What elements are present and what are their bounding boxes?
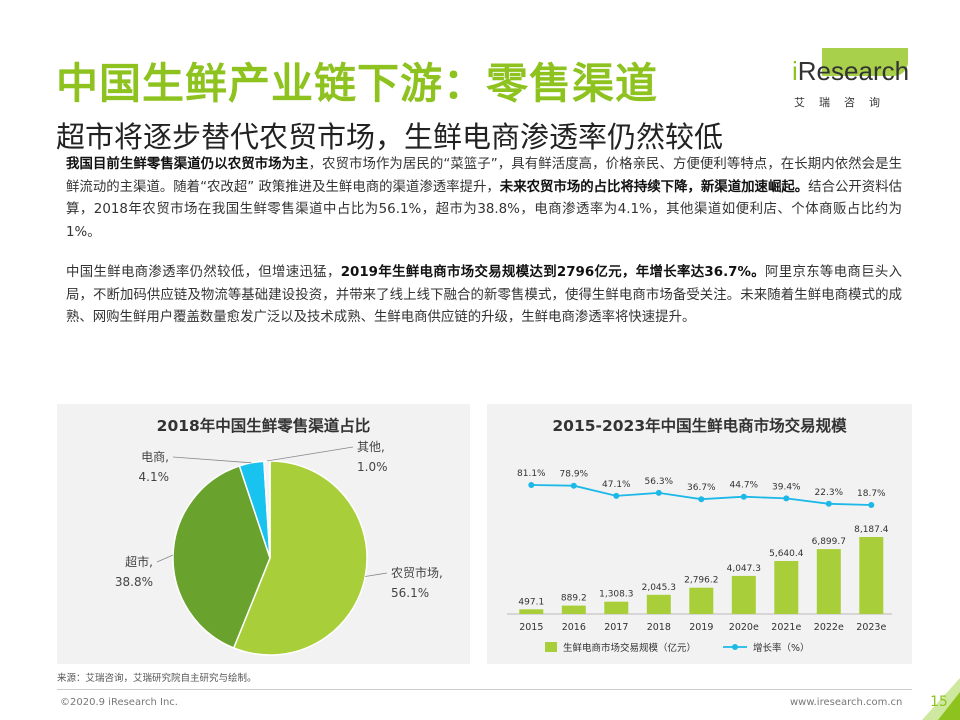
page-number: 15 xyxy=(930,694,948,710)
pie-leader-3 xyxy=(266,446,354,462)
growth-label-2015: 81.1% xyxy=(517,469,546,479)
x-tick-2023e: 2023e xyxy=(856,622,886,633)
legend-bar-label: 生鲜电商市场交易规模（亿元） xyxy=(563,642,696,654)
bar-chart-title: 2015-2023年中国生鲜电商市场交易规模 xyxy=(552,417,847,435)
bar-2022e xyxy=(816,549,841,614)
logo-wordmark: iResearch xyxy=(792,56,909,87)
bar-chart-panel: 2015-2023年中国生鲜电商市场交易规模 497.1 2015 889.2 201… xyxy=(487,404,912,664)
pie-label-name-1: 超市, xyxy=(125,554,153,569)
x-tick-2021e: 2021e xyxy=(771,622,801,633)
pie-label-value-3: 1.0% xyxy=(357,460,388,474)
growth-point-2023e xyxy=(868,502,875,508)
growth-label-2017: 47.1% xyxy=(602,480,631,490)
pie-label-value-1: 38.8% xyxy=(115,575,153,589)
pie-chart: 农贸市场, 56.1% 超市, 38.8% 电商, 4.1% 其他, 1.0% xyxy=(115,440,443,656)
legend-bar-swatch xyxy=(545,642,557,652)
iresearch-logo: iResearch 艾瑞咨询 xyxy=(792,48,912,109)
p1-text-1: ，农贸市场作为居民的“菜篮子”，具有鲜活度高，价格亲民、方便便利等特点，在长期内… xyxy=(66,157,903,195)
pie-slice-1 xyxy=(172,464,271,649)
growth-label-2020e: 44.7% xyxy=(730,481,759,491)
bar-label-2023e: 8,187.4 xyxy=(854,525,889,535)
growth-point-2017 xyxy=(613,492,620,499)
logo-i: i xyxy=(792,56,798,86)
page-corner-decoration xyxy=(922,678,960,720)
growth-point-2016 xyxy=(570,482,577,489)
bar-2015 xyxy=(519,609,544,614)
pie-leader-1 xyxy=(156,554,174,563)
x-tick-2020e: 2020e xyxy=(729,622,759,633)
pie-chart-panel: 2018年中国生鲜零售渠道占比 农贸市场, 56.1% 超市, 38.8% 电商, 4.1… xyxy=(57,404,470,664)
pie-label-name-0: 农贸市场, xyxy=(391,565,443,580)
growth-point-2020e xyxy=(740,493,747,500)
bar-2019 xyxy=(689,587,714,614)
legend-line-marker xyxy=(732,644,738,650)
logo-cn-text: 艾瑞咨询 xyxy=(794,96,894,109)
p2-text-1: 中国生鲜电商渗透率仍然较低，但增速迅猛， xyxy=(66,265,341,280)
pie-label-name-3: 其他, xyxy=(357,440,385,454)
bar-2021e xyxy=(774,561,799,614)
x-tick-2019: 2019 xyxy=(689,622,713,633)
x-tick-2015: 2015 xyxy=(519,622,543,633)
growth-point-2015 xyxy=(528,482,535,488)
x-tick-2017: 2017 xyxy=(604,622,628,633)
growth-label-2022e: 22.3% xyxy=(815,488,844,498)
bar-2018 xyxy=(646,594,671,614)
page-subtitle: 超市将逐步替代农贸市场，生鲜电商渗透率仍然较低 xyxy=(56,120,724,154)
bar-label-2020e: 4,047.3 xyxy=(727,564,761,574)
copyright-text: ©2020.9 iResearch Inc. xyxy=(60,697,178,708)
bar-2020e xyxy=(731,575,756,614)
p2-bold-1: 2019年生鲜电商市场交易规模达到2796亿元，年增长率达36.7%。 xyxy=(340,265,765,280)
bar-label-2022e: 6,899.7 xyxy=(812,537,846,547)
pie-label-value-0: 56.1% xyxy=(391,586,429,600)
pie-leader-2 xyxy=(172,456,252,464)
pie-leader-0 xyxy=(365,572,388,577)
bar-label-2015: 497.1 xyxy=(518,597,544,607)
growth-label-2021e: 39.4% xyxy=(772,482,801,492)
growth-point-2022e xyxy=(825,500,832,507)
p2-text-2: 阿里京东等电商巨头入局，不断加码供应链及物流等基础建设投资，并带来了线上线下融合… xyxy=(66,265,903,325)
growth-label-2019: 36.7% xyxy=(687,483,716,493)
growth-label-2016: 78.9% xyxy=(560,470,589,480)
growth-label-2018: 56.3% xyxy=(645,477,674,487)
source-note: 来源：艾瑞咨询，艾瑞研究院自主研究与绘制。 xyxy=(57,673,257,684)
bar-label-2021e: 5,640.4 xyxy=(769,549,804,559)
legend-line-label: 增长率（%） xyxy=(753,642,810,654)
bar-label-2019: 2,796.2 xyxy=(684,576,718,586)
website-link[interactable]: www.iresearch.com.cn xyxy=(790,697,903,708)
p1-bold-1: 我国目前生鲜零售渠道仍以农贸市场为主 xyxy=(66,157,309,172)
bar-label-2016: 889.2 xyxy=(561,594,587,604)
x-tick-2018: 2018 xyxy=(647,622,671,633)
pie-label-name-2: 电商, xyxy=(141,449,169,464)
bar-2017 xyxy=(604,601,629,614)
footer-divider xyxy=(57,689,912,690)
growth-point-2018 xyxy=(655,489,662,496)
bar-2016 xyxy=(561,605,586,614)
p1-bold-2: 未来农贸市场的占比将持续下降，新渠道加速崛起。 xyxy=(499,179,809,195)
bar-label-2017: 1,308.3 xyxy=(599,590,633,600)
pie-slice-3 xyxy=(263,460,271,559)
page-title: 中国生鲜产业链下游：零售渠道 xyxy=(56,59,659,108)
growth-point-2021e xyxy=(783,495,790,502)
growth-point-2019 xyxy=(698,496,705,503)
x-tick-2022e: 2022e xyxy=(814,622,844,633)
pie-label-value-2: 4.1% xyxy=(139,470,170,484)
paragraph-1: 我国目前生鲜零售渠道仍以农贸市场为主，农贸市场作为居民的“菜篮子”，具有鲜活度高… xyxy=(66,154,902,244)
x-tick-2016: 2016 xyxy=(562,622,586,633)
bar-line-chart: 497.1 2015 889.2 2016 1,308.3 2017 2,045.3 2018… xyxy=(507,469,892,654)
logo-research: Research xyxy=(797,56,910,86)
pie-chart-title: 2018年中国生鲜零售渠道占比 xyxy=(156,417,371,435)
p1-text-2: 结合公开资料估算，2018年农贸市场在我国生鲜零售渠道中占比为56.1%，超市为… xyxy=(66,179,903,240)
logo-tab-shape xyxy=(822,48,908,76)
bar-2023e xyxy=(859,537,884,614)
bar-label-2018: 2,045.3 xyxy=(642,583,676,593)
paragraph-2: 中国生鲜电商渗透率仍然较低，但增速迅猛，2019年生鲜电商市场交易规模达到279… xyxy=(66,262,902,330)
growth-label-2023e: 18.7% xyxy=(857,489,886,499)
